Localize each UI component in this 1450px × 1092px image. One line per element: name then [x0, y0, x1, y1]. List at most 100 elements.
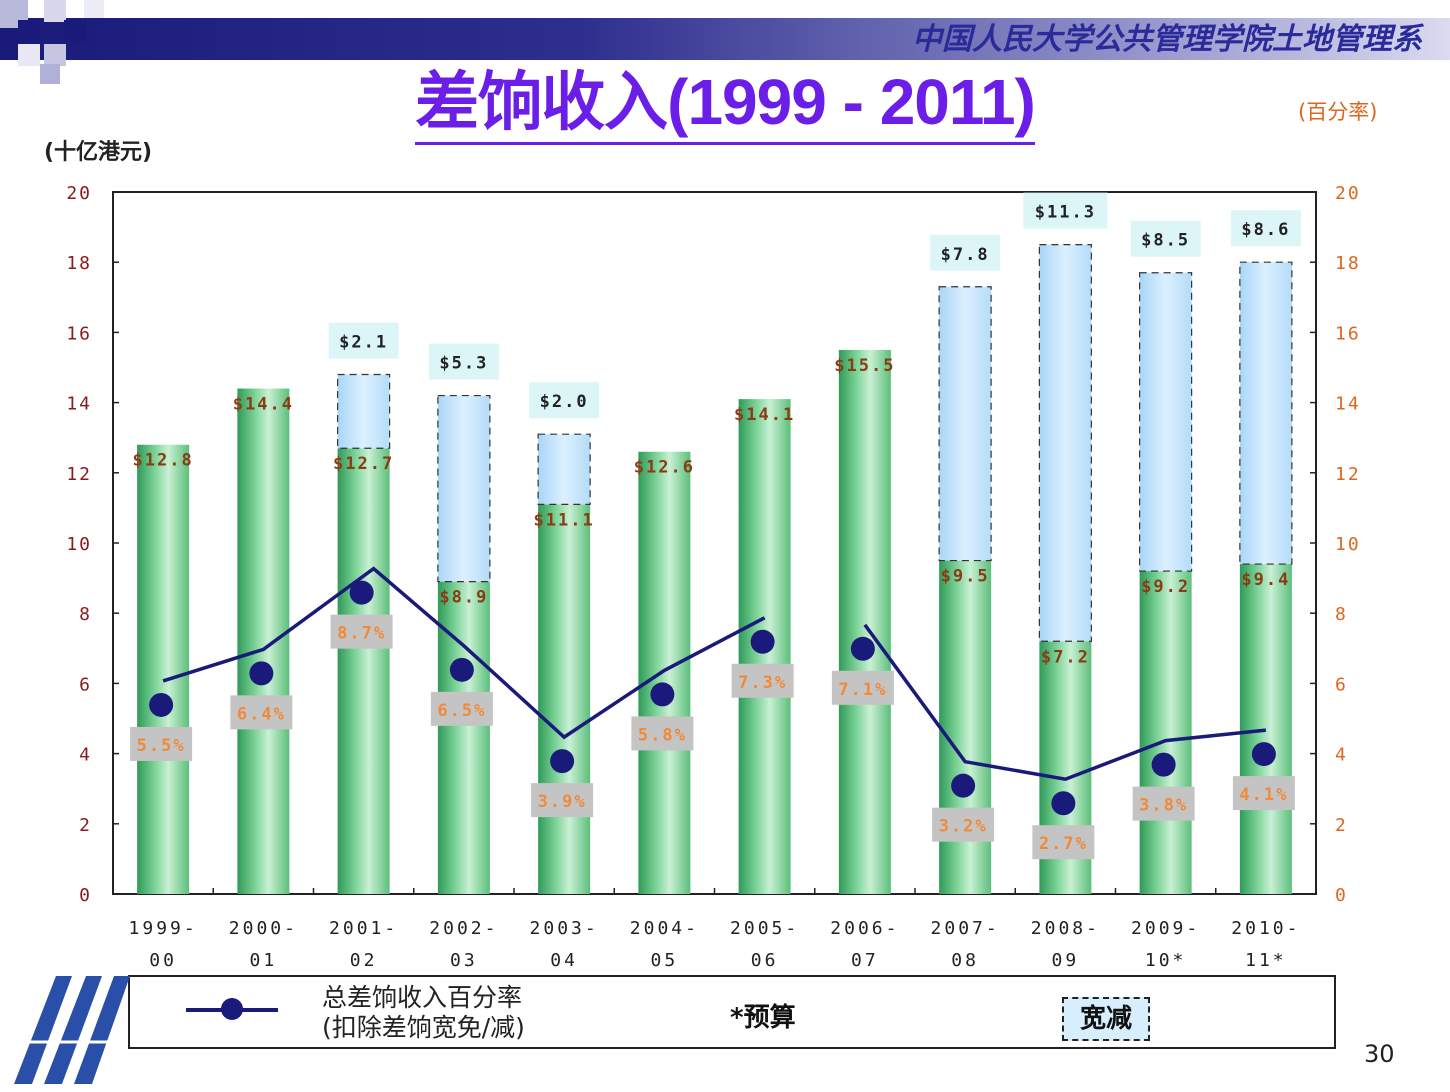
percentage-label-box — [932, 807, 995, 842]
relief-label-box — [328, 322, 399, 359]
x-tick-label: 10* — [1145, 950, 1187, 971]
percentage-dot — [750, 629, 775, 654]
percentage-label: 8.7% — [337, 624, 386, 644]
bar-value-label: $12.7 — [333, 454, 394, 474]
x-tick-label: 07 — [851, 950, 879, 971]
percentage-dot — [449, 657, 474, 682]
x-tick-label: 2004- — [630, 918, 699, 939]
percentage-label-box — [230, 695, 293, 730]
relief-value-label: $2.0 — [540, 392, 589, 412]
bar-revenue — [1139, 571, 1192, 894]
bar-revenue — [638, 451, 691, 894]
percentage-label-box — [130, 726, 193, 761]
y-tick-label: 4 — [79, 745, 92, 766]
bar-value-label: $7.2 — [1041, 647, 1090, 667]
bar-value-label: $15.5 — [834, 356, 895, 376]
relief-value-label: $11.3 — [1035, 203, 1096, 223]
department-name: 中国人民大学公共管理学院土地管理系 — [912, 22, 1422, 57]
bar-relief — [437, 394, 491, 583]
bar-relief — [938, 286, 992, 562]
percentage-dot — [1051, 791, 1076, 816]
x-tick-label: 1999- — [129, 918, 198, 939]
x-tick-label: 00 — [149, 950, 177, 971]
bar-value-label: $11.1 — [534, 510, 595, 530]
y-tick-label: 14 — [66, 394, 92, 415]
x-tick-label: 2007- — [931, 918, 1000, 939]
x-tick-label: 01 — [250, 950, 278, 971]
relief-label-box — [529, 382, 600, 419]
school-logo — [14, 972, 132, 1088]
percentage-label-box — [1032, 825, 1095, 860]
y2-tick-label: 8 — [1335, 604, 1348, 625]
y2-tick-label: 16 — [1335, 323, 1361, 344]
y-tick-label: 12 — [66, 464, 92, 485]
school-logo-icon — [14, 976, 130, 1084]
percentage-label-box — [531, 783, 594, 818]
y-tick-label: 2 — [79, 815, 92, 836]
bar-relief — [1139, 272, 1193, 572]
chart-legend: 总差饷收入百分率 (扣除差饷宽免/减) *预算 宽减 — [128, 975, 1336, 1049]
percentage-line — [863, 623, 1267, 782]
relief-label-box — [930, 234, 1001, 271]
percentage-line — [162, 566, 766, 740]
percentage-label: 2.7% — [1039, 834, 1088, 854]
y2-tick-label: 12 — [1335, 464, 1361, 485]
bar-value-label: $9.2 — [1141, 577, 1190, 597]
percentage-label-box — [1232, 776, 1295, 811]
logo-squares — [0, 0, 110, 86]
plot-area: 02468101214161820024681012141618201999-0… — [66, 183, 1361, 971]
bar-revenue — [137, 444, 190, 894]
y2-tick-label: 6 — [1335, 674, 1348, 695]
bar-revenue — [939, 560, 992, 894]
legend-budget-note: *预算 — [730, 1003, 796, 1033]
x-tick-label: 2005- — [730, 918, 799, 939]
bar-value-label: $14.1 — [734, 405, 795, 425]
relief-value-label: $7.8 — [941, 245, 990, 265]
x-tick-label: 04 — [550, 950, 578, 971]
x-tick-label: 08 — [951, 950, 979, 971]
percentage-label: 3.8% — [1139, 796, 1188, 816]
y2-tick-label: 2 — [1335, 815, 1348, 836]
percentage-label-box — [1132, 786, 1195, 821]
y2-tick-label: 20 — [1335, 183, 1361, 204]
y-tick-label: 18 — [66, 253, 92, 274]
relief-label-box — [1130, 220, 1201, 257]
bar-value-label: $9.5 — [941, 567, 990, 587]
percentage-label-box — [831, 670, 894, 705]
relief-label-box — [1023, 192, 1108, 229]
header-banner — [0, 18, 1450, 60]
y2-tick-label: 4 — [1335, 745, 1348, 766]
relief-label-box — [428, 343, 499, 380]
percentage-label-box — [430, 691, 493, 726]
x-tick-label: 06 — [751, 950, 779, 971]
relief-value-label: $8.5 — [1141, 231, 1190, 251]
percentage-dot — [650, 682, 675, 707]
page-number: 30 — [1364, 1040, 1395, 1068]
percentage-dot — [951, 773, 976, 798]
bar-value-label: $12.8 — [133, 451, 194, 471]
y2-tick-label: 10 — [1335, 534, 1361, 555]
x-tick-label: 09 — [1052, 950, 1080, 971]
relief-value-label: $2.1 — [339, 333, 388, 353]
bar-value-label: $12.6 — [634, 458, 695, 478]
bar-revenue — [538, 504, 591, 894]
percentage-label: 3.2% — [939, 817, 988, 837]
percentage-dot — [1151, 752, 1176, 777]
x-tick-label: 2006- — [830, 918, 899, 939]
x-tick-label: 2003- — [530, 918, 599, 939]
bar-relief — [1239, 261, 1293, 565]
relief-value-label: $5.3 — [439, 354, 488, 374]
bar-revenue — [1239, 564, 1292, 894]
bar-value-label: $8.9 — [439, 588, 488, 608]
percentage-dot — [1251, 742, 1276, 767]
percentage-dot — [349, 580, 374, 605]
percentage-label: 3.9% — [538, 792, 587, 812]
x-tick-label: 2000- — [229, 918, 298, 939]
y-tick-label: 16 — [66, 323, 92, 344]
percentage-label: 6.4% — [237, 704, 286, 724]
percentage-label: 4.1% — [1239, 785, 1288, 805]
percentage-label: 5.5% — [137, 736, 186, 756]
left-axis-unit: (十亿港元) — [44, 140, 153, 165]
x-tick-label: 02 — [350, 950, 378, 971]
percentage-label: 6.5% — [437, 701, 486, 721]
